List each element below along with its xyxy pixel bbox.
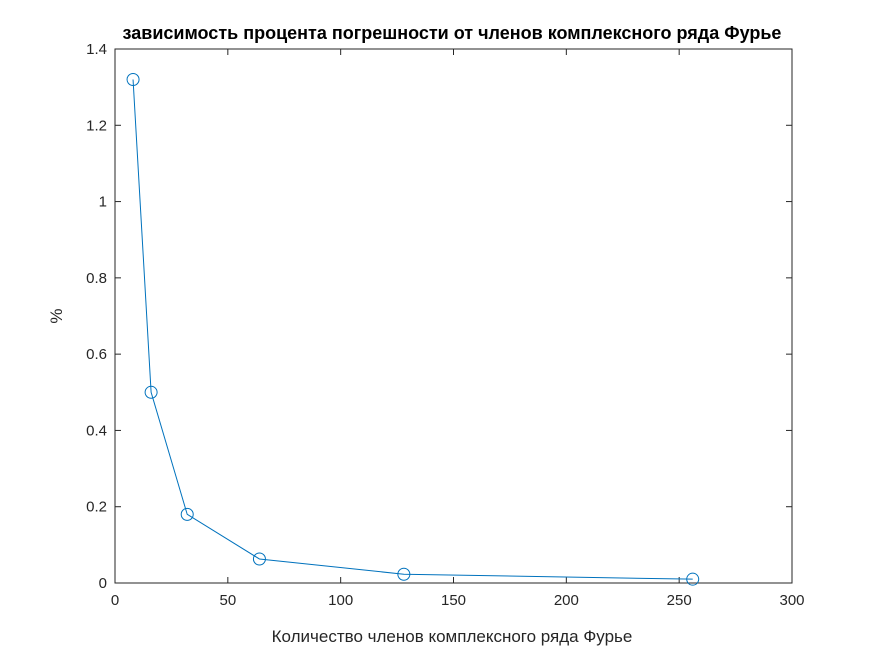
x-tick-label: 250 xyxy=(667,592,692,609)
chart-title: зависимость процента погрешности от член… xyxy=(123,23,782,43)
y-tick-label: 1.2 xyxy=(86,117,107,134)
data-point xyxy=(180,507,194,521)
x-tick-label: 150 xyxy=(441,592,466,609)
data-point xyxy=(144,385,158,399)
series-line xyxy=(132,79,693,580)
y-tick-label: 0.6 xyxy=(86,346,107,363)
y-tick-label: 0 xyxy=(99,575,107,592)
x-tick-label: 0 xyxy=(111,592,119,609)
x-tick-label: 300 xyxy=(779,592,804,609)
plot-area xyxy=(114,48,793,584)
y-axis-label: % xyxy=(47,308,66,323)
x-tick-label: 200 xyxy=(554,592,579,609)
x-axis-label: Количество членов комплексного ряда Фурь… xyxy=(272,627,633,646)
axis-ticks xyxy=(114,48,793,584)
axis-tick-labels: 0 50 100 150 200 250 300 0 0.2 0.4 0.6 0.8 1 1.2 1.4 xyxy=(86,41,804,609)
data-point xyxy=(686,572,700,586)
data-point xyxy=(397,567,411,581)
series-markers xyxy=(126,73,700,586)
data-point xyxy=(126,73,140,87)
y-tick-label: 0.2 xyxy=(86,499,107,516)
y-tick-label: 1.4 xyxy=(86,41,107,58)
x-tick-label: 50 xyxy=(219,592,236,609)
x-tick-label: 100 xyxy=(328,592,353,609)
y-tick-label: 1 xyxy=(99,194,107,211)
y-tick-label: 0.4 xyxy=(86,422,107,439)
data-point xyxy=(252,552,266,566)
y-tick-label: 0.8 xyxy=(86,270,107,287)
